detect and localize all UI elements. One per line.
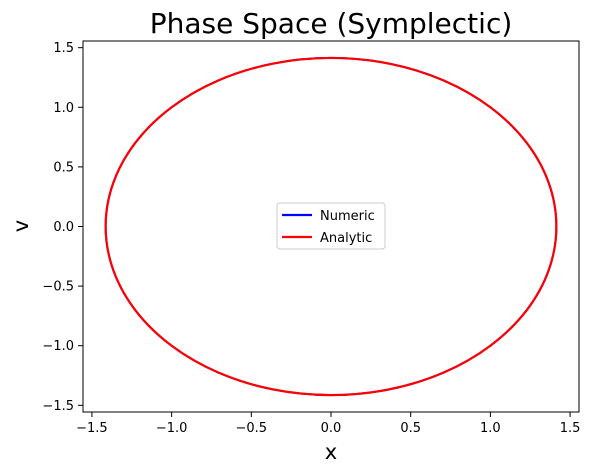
legend-label-numeric: Numeric [320,209,375,224]
legend-label-analytic: Analytic [320,231,372,246]
y-axis-label: v [9,220,33,232]
x-tick-label: 0.0 [321,421,342,436]
y-tick-label: −0.5 [42,280,74,295]
series-line-analytic [104,56,558,397]
x-tick-label: −1.5 [76,421,108,436]
x-tick-label: 0.5 [400,421,421,436]
x-tick-label: −0.5 [236,421,268,436]
y-tick-label: 0.5 [53,160,74,175]
y-tick-label: −1.5 [42,399,74,414]
legend: Numeric Analytic [276,202,386,250]
x-axis-ticks: −1.5 −1.0 −0.5 0.0 0.5 1.0 1.5 [76,412,580,436]
y-tick-label: 1.5 [53,41,74,56]
chart-title: Phase Space (Symplectic) [150,7,513,40]
series-layer [104,56,558,397]
y-axis-ticks: −1.5 −1.0 −0.5 0.0 0.5 1.0 1.5 [42,41,83,414]
y-tick-label: 0.0 [53,220,74,235]
x-tick-label: 1.5 [560,421,581,436]
y-tick-label: 1.0 [53,101,74,116]
y-tick-label: −1.0 [42,339,74,354]
x-axis-label: x [325,440,337,464]
x-tick-label: 1.0 [480,421,501,436]
x-tick-label: −1.0 [156,421,188,436]
